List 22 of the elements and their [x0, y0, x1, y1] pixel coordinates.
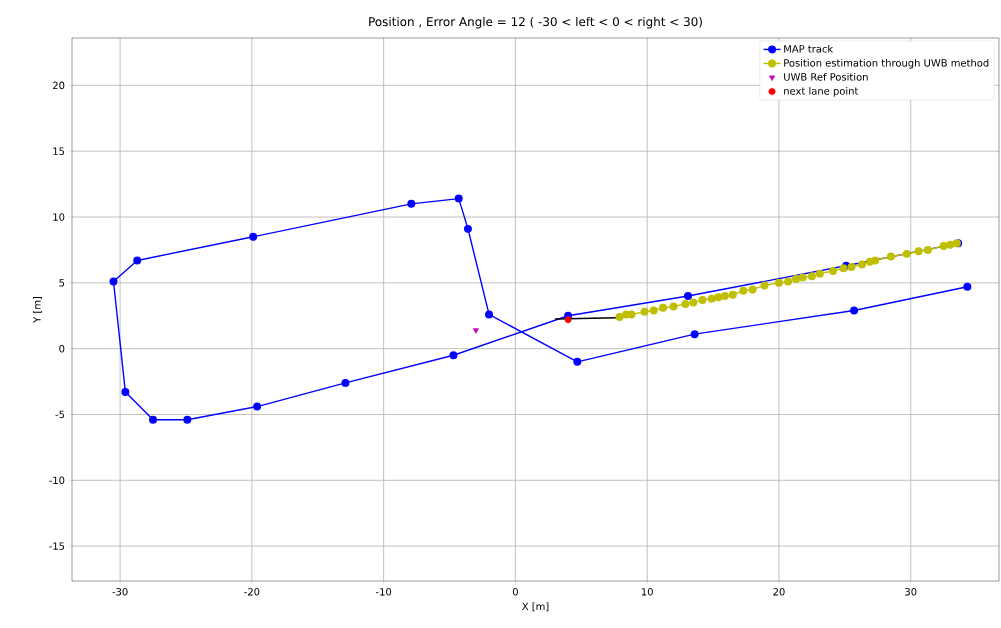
x-axis-title: X [m] [522, 602, 549, 612]
chart-title: Position , Error Angle = 12 ( -30 < left < 0 < right < 30) [369, 16, 702, 29]
legend-label: Position estimation through UWB method [784, 58, 989, 69]
y-tick-label: 0 [59, 344, 65, 353]
y-tick-label: 20 [53, 81, 65, 90]
legend-label: next lane point [784, 87, 859, 97]
x-tick-label: -10 [375, 588, 392, 596]
y-tick-label: -5 [55, 410, 65, 419]
x-tick-label: 30 [905, 588, 917, 596]
y-tick-label: -10 [49, 476, 65, 485]
x-tick-label: -20 [244, 588, 260, 596]
y-axis-title: Y [m] [32, 297, 42, 323]
y-tick-label: -15 [49, 542, 65, 550]
y-tick-label: 5 [59, 279, 65, 287]
x-tick-label: 20 [773, 588, 785, 596]
x-tick-label: 10 [641, 588, 653, 596]
y-tick-label: 10 [53, 213, 65, 221]
legend-label: MAP track [784, 44, 834, 53]
x-tick-label: 0 [512, 588, 518, 596]
legend-label: UWB Ref Position [784, 72, 868, 81]
y-tick-label: 15 [53, 147, 65, 155]
x-tick-label: -30 [112, 588, 128, 596]
